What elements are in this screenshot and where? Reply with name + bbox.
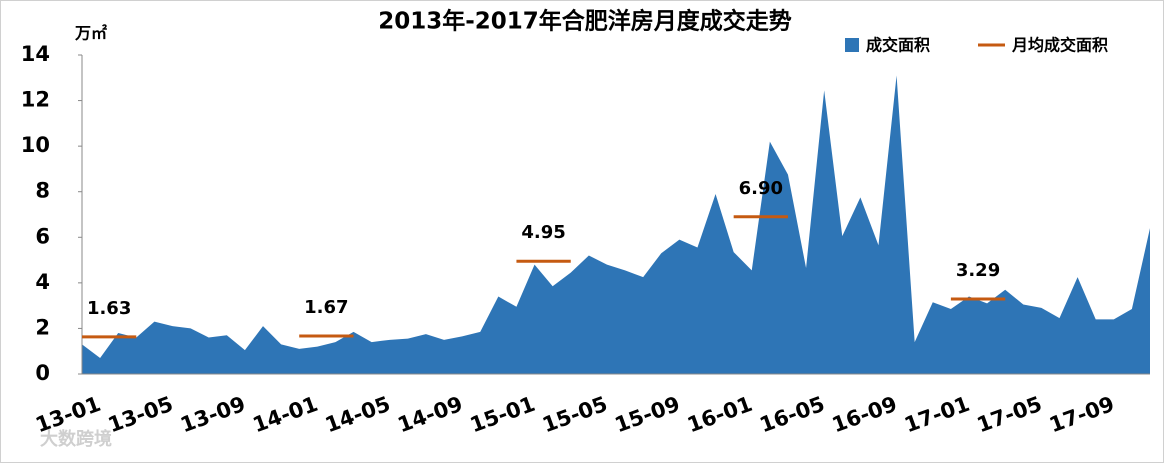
watermark: 大数跨境: [40, 428, 112, 450]
y-tick-label: 10: [21, 133, 50, 157]
legend-label: 成交面积: [866, 36, 930, 55]
y-tick-label: 14: [21, 42, 50, 66]
average-label: 4.95: [521, 222, 565, 243]
y-tick-label: 6: [35, 224, 50, 248]
y-tick-label: 4: [35, 270, 50, 294]
chart-title: 2013年-2017年合肥洋房月度成交走势: [378, 8, 792, 35]
area: [82, 75, 1150, 374]
average-label: 3.29: [956, 260, 1000, 281]
average-label: 1.67: [304, 297, 348, 318]
y-unit: 万㎡: [74, 24, 107, 43]
y-tick-label: 12: [21, 88, 50, 112]
average-label: 6.90: [739, 178, 783, 199]
legend-swatch: [845, 38, 859, 52]
legend-label: 月均成交面积: [1011, 36, 1108, 55]
y-tick-label: 8: [35, 179, 50, 203]
average-label: 1.63: [87, 298, 131, 319]
y-tick-label: 0: [35, 361, 50, 385]
y-tick-label: 2: [35, 315, 50, 339]
